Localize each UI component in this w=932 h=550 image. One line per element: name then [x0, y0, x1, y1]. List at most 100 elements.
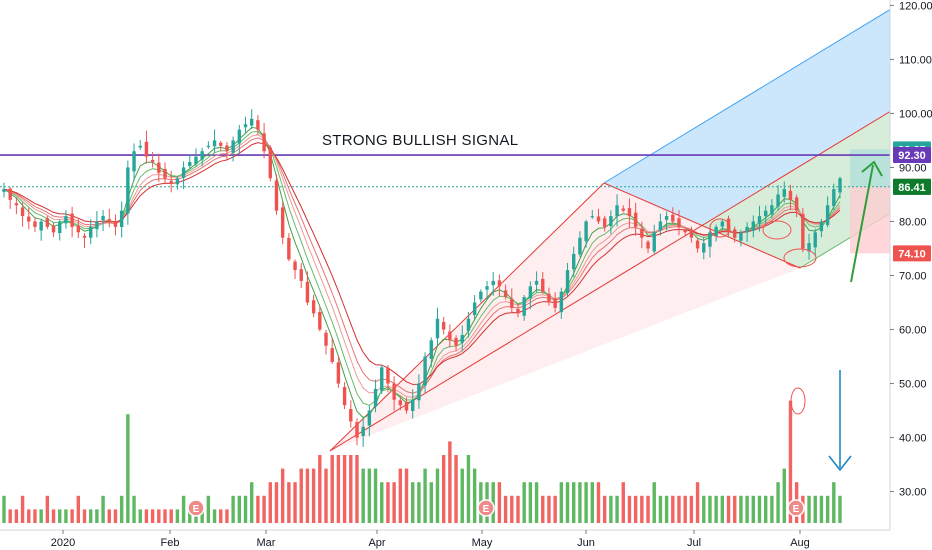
volume-bar — [51, 509, 56, 523]
candle-body — [2, 189, 6, 192]
volume-bar — [528, 482, 533, 523]
candle-body — [633, 212, 638, 227]
earnings-marker-label: E — [483, 504, 490, 515]
volume-bar — [819, 495, 824, 523]
candle-body — [652, 232, 656, 252]
risk-box — [850, 186, 890, 254]
y-tick-label: 120.00 — [899, 0, 932, 12]
volume-bar — [411, 482, 415, 523]
volume-bar — [652, 482, 656, 523]
price-badge-text: 86.41 — [898, 182, 926, 194]
x-tick-label: 2020 — [51, 537, 75, 549]
y-tick-label: 50.00 — [899, 379, 927, 391]
candle-body — [287, 237, 291, 260]
candle-body — [33, 221, 37, 227]
candle-body — [448, 331, 452, 341]
price-badge-bg — [893, 147, 931, 164]
candle-body — [225, 145, 229, 152]
price-axis-bg — [890, 0, 932, 550]
candle-body — [274, 180, 279, 211]
volume-bar — [671, 495, 675, 523]
candle-body — [726, 218, 731, 233]
candle-body — [417, 383, 421, 401]
candle-body — [770, 205, 774, 215]
earnings-marker-label: E — [793, 504, 800, 515]
volume-bar — [770, 495, 774, 523]
volume-bar — [336, 455, 341, 523]
candle-body — [144, 141, 149, 157]
earnings-marker-2 — [477, 499, 495, 517]
volume-bar — [206, 495, 211, 523]
volume-bar — [386, 482, 390, 523]
volume-bar — [739, 495, 743, 523]
volume-bar — [188, 509, 192, 523]
candle-body — [807, 243, 811, 252]
candle-body — [76, 225, 81, 233]
fork-base-zone — [330, 183, 800, 451]
volume-bar — [702, 495, 706, 523]
x-tick-label: Jun — [577, 537, 595, 549]
annotation-strong-bullish: STRONG BULLISH SIGNAL — [322, 132, 518, 149]
y-tick-label: 90.00 — [899, 162, 927, 174]
volume-bar — [181, 495, 186, 523]
volume-bar — [510, 495, 514, 523]
bullish-arrow-head — [861, 160, 883, 177]
volume-bar — [584, 482, 588, 523]
volume-bar — [349, 455, 353, 523]
volume-bar — [838, 495, 842, 523]
volume-bar — [776, 482, 780, 523]
volume-bar — [76, 495, 81, 523]
candle-body — [745, 226, 749, 233]
candle-body — [596, 216, 601, 222]
candle-body — [466, 318, 471, 331]
volume-bar — [825, 495, 830, 523]
volume-bar — [243, 495, 248, 523]
price-badge-74-10: 74.10 — [893, 245, 931, 262]
candle-body — [349, 409, 353, 422]
pattern-circle-1 — [762, 220, 792, 240]
candle-body — [646, 241, 650, 249]
ma-line-8 — [3, 134, 841, 398]
volume-bar — [745, 495, 749, 523]
candle-body — [342, 387, 347, 406]
candle-body — [788, 190, 793, 200]
volume-bar — [435, 468, 440, 523]
candle-body — [547, 293, 551, 303]
candle-body — [386, 367, 390, 384]
volume-bar — [832, 482, 836, 523]
candle-body — [683, 229, 687, 233]
candle-body — [45, 218, 50, 227]
candle-body — [720, 221, 725, 227]
x-tick-label: Jul — [687, 537, 701, 549]
candle-body — [237, 129, 242, 144]
volume-bar — [113, 509, 118, 523]
volume-bar — [237, 495, 242, 523]
fork-upper-zone — [604, 0, 932, 226]
volume-bar — [268, 482, 272, 523]
volume-bar — [516, 495, 520, 523]
volume-bar — [695, 482, 700, 523]
volume-bar — [311, 468, 316, 523]
candle-body — [621, 208, 625, 211]
candle-body — [243, 124, 248, 128]
volume-bar — [231, 495, 235, 523]
candle-body — [472, 302, 477, 316]
volume-bar — [534, 482, 539, 523]
fork-handle-line — [603, 182, 801, 269]
volume-bar — [126, 414, 130, 523]
candle-body — [460, 334, 464, 343]
volume-bar — [2, 495, 6, 523]
candle-body — [188, 162, 192, 166]
volume-bar — [615, 495, 619, 523]
volume-bar — [460, 468, 464, 523]
candle-body — [689, 229, 694, 238]
y-tick-label: 30.00 — [899, 487, 927, 499]
price-badge-92-30: 92.30 — [893, 147, 931, 164]
volume-bar — [20, 495, 25, 523]
candle-body — [367, 410, 372, 426]
candle-body — [534, 280, 539, 285]
candle-body — [615, 205, 619, 217]
